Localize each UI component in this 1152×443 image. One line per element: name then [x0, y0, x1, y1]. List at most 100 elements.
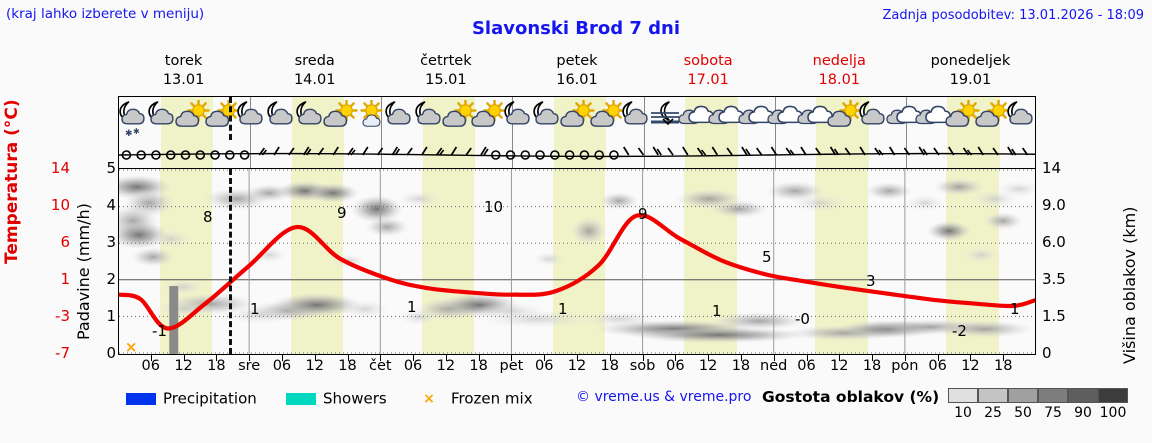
day-date: 15.01: [425, 72, 467, 88]
day-date: 18.01: [818, 72, 861, 88]
x-axis-tick: 18: [993, 358, 1013, 374]
x-axis-tick: 18: [207, 358, 226, 374]
weather-icon-cloud-overcast: [767, 100, 804, 138]
weather-icon-moon-cloud: [382, 100, 418, 138]
temperature-label: 1: [1010, 300, 1020, 318]
precipitation-tick: 0: [106, 344, 116, 362]
precipitation-tick: 5: [106, 159, 116, 177]
weather-icon-moon-cloud: [1004, 100, 1040, 138]
day-header-strip: torek 13.01 sreda 14.01 četrtek 15.01 petek 16.…: [118, 52, 1036, 93]
day-date: 19.01: [949, 72, 992, 88]
legend: Precipitation Showers × Frozen mix © vrem…: [118, 388, 1148, 428]
temperature-label: 3: [866, 272, 876, 290]
x-axis-tick: sre: [238, 358, 261, 374]
weather-icon-sun-cloud: [323, 99, 359, 138]
precipitation-tick: 4: [106, 196, 116, 214]
showers-swatch: [286, 392, 316, 405]
precipitation-tick: 1: [106, 307, 116, 325]
meteogram-plot: ×: [118, 168, 1036, 355]
day-name: petek: [556, 53, 598, 69]
x-axis-tick: 18: [600, 358, 619, 374]
cloud-height-tick: 3.5: [1042, 270, 1066, 288]
x-axis-tick: 12: [305, 358, 324, 374]
cloud-height-tick: 0: [1042, 344, 1052, 362]
temperature-label: 10: [484, 198, 504, 216]
weather-icon-sun-cloud: [441, 99, 478, 138]
x-axis-tick: 06: [272, 358, 292, 374]
day-separator-2: [381, 97, 383, 140]
day-date: 13.01: [162, 72, 205, 88]
temperature-tick: 1: [60, 270, 70, 288]
cloud-density-swatch: [1008, 388, 1038, 403]
current-time-marker-icons: [229, 97, 233, 140]
cloud-density-value: 90: [1074, 405, 1092, 421]
weather-icon-sun-cloud: [945, 99, 981, 138]
temperature-line: [119, 213, 1035, 331]
cloud-density-swatch: [1098, 388, 1128, 403]
day-header-1: sreda 14.01: [249, 52, 380, 90]
frozen-mix-marker: ×: [124, 338, 138, 355]
weather-icon-sun-cloud: [589, 99, 626, 138]
weather-icon-sun-cloud: [471, 99, 507, 138]
cloud-density-legend-title: Gostota oblakov (%): [762, 388, 940, 406]
temperature-label: -1: [152, 322, 167, 340]
weather-icon-moon-cloud-snow: ✱ ✱: [116, 100, 152, 139]
cloud-density-swatch: [948, 388, 978, 403]
temperature-label: 1: [712, 302, 722, 320]
weather-icon-moon-cloud: [234, 100, 270, 138]
temperature-tick: 6: [60, 233, 70, 251]
day-header-3: petek 16.01: [511, 52, 642, 90]
day-header-0: torek 13.01: [118, 52, 249, 90]
precipitation-tick: 3: [106, 233, 116, 251]
x-axis-tick: 06: [797, 358, 816, 374]
x-axis-tick: 18: [338, 358, 357, 374]
cloud-density-value: 10: [954, 405, 972, 421]
page-title: Slavonski Brod 7 dni: [471, 18, 681, 39]
legend-frozen-mix: × Frozen mix: [414, 388, 532, 408]
frozen-mix-icon: ×: [423, 390, 435, 407]
temperature-label: 9: [337, 204, 347, 222]
temperature-label: 1: [250, 300, 260, 318]
x-axis-tick: 12: [436, 358, 456, 374]
weather-icon-sun-cloud-small: [353, 99, 389, 138]
cloud-density-value: 25: [984, 405, 1002, 421]
temperature-label: -2: [952, 322, 967, 340]
weather-icon-fog-moon: [649, 100, 685, 138]
x-axis-tick: 18: [469, 358, 488, 374]
temperature-tick: -3: [55, 307, 70, 325]
day-name: torek: [164, 53, 203, 69]
day-header-5: nedelja 18.01: [774, 52, 905, 90]
day-name: sreda: [294, 53, 335, 69]
weather-icon-sun-cloud: [826, 99, 863, 138]
cloud-height-axis-title: Višina oblakov (km): [1120, 206, 1139, 364]
legend-showers: Showers: [286, 388, 387, 408]
x-axis-tick: 06: [141, 358, 160, 374]
temperature-label: 1: [558, 300, 568, 318]
x-axis-tick: 12: [961, 358, 980, 374]
credit-link[interactable]: © vreme.us & vreme.pro: [576, 389, 752, 405]
temperature-tick: 14: [50, 159, 70, 177]
precipitation-bar: [169, 286, 179, 354]
x-axis-tick: sob: [629, 358, 656, 374]
cloud-density-value: 75: [1044, 405, 1062, 421]
cloud-height-tick: 1.5: [1042, 307, 1066, 325]
weather-icon-cloud-overcast: [738, 100, 774, 138]
precipitation-tick: 2: [106, 270, 116, 288]
weather-icon-moon-cloud: [856, 100, 892, 138]
menu-note: (kraj lahko izberete v meniju): [6, 6, 205, 22]
daylight-band-4: [685, 140, 738, 168]
temperature-tick: -7: [55, 344, 70, 362]
x-axis-tick: pet: [499, 358, 524, 374]
weather-icon-moon-cloud: [293, 100, 329, 138]
last-update-label: Zadnja posodobitev: 13.01.2026 - 18:09: [882, 8, 1144, 23]
x-axis-tick: 12: [698, 358, 718, 374]
cloud-density-swatch: [1038, 388, 1068, 403]
x-axis-tick: 18: [862, 358, 882, 374]
weather-icon-moon-cloud: [145, 100, 181, 138]
x-axis-tick: 18: [731, 358, 751, 374]
temperature-tick: 10: [50, 196, 70, 214]
day-name: ponedeljek: [930, 53, 1011, 69]
day-date: 14.01: [293, 72, 336, 88]
day-name: sobota: [683, 53, 733, 69]
weather-icon-moon-cloud: [264, 100, 300, 138]
